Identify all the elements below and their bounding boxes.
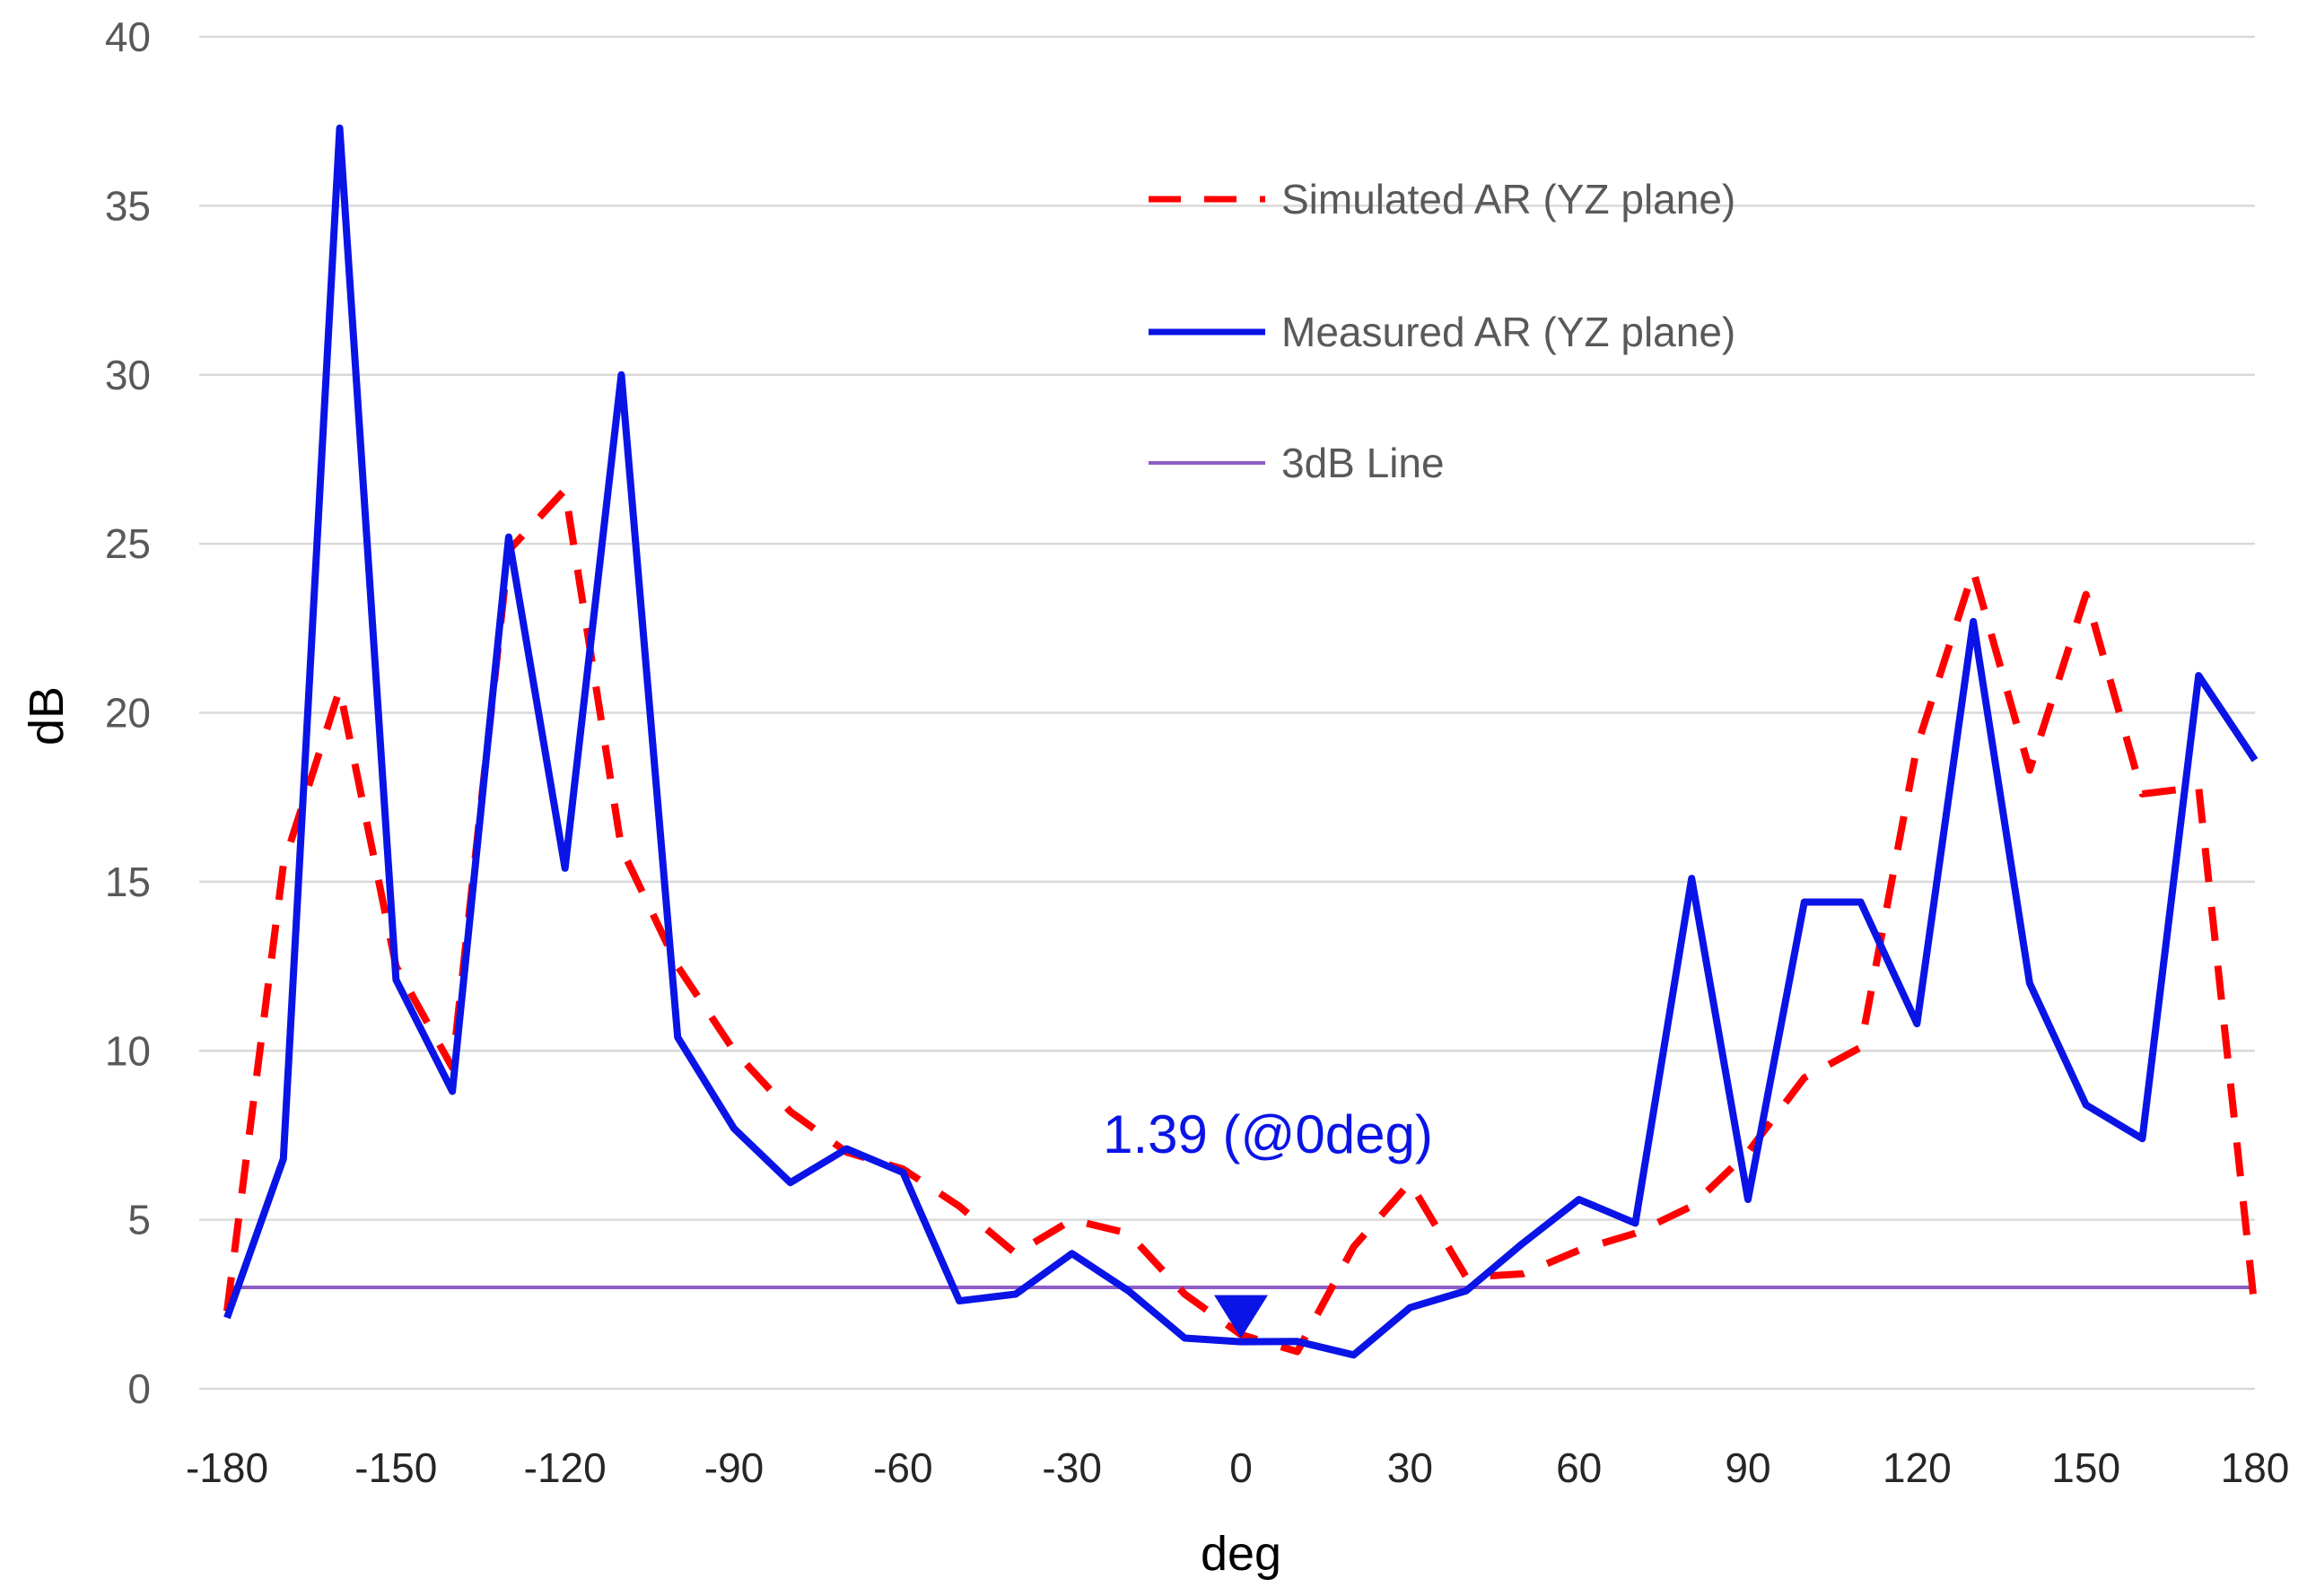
y-tick-label: 10 bbox=[105, 1027, 151, 1074]
legend-label-measured: Measured AR (YZ plane) bbox=[1281, 309, 1735, 355]
x-tick-label: -90 bbox=[704, 1444, 764, 1491]
x-tick-label: 120 bbox=[1883, 1444, 1952, 1491]
x-tick-label: -30 bbox=[1042, 1444, 1101, 1491]
x-axis-ticks: -180 -150 -120 -90 -60 -30 0 30 60 90 120 150 180 bbox=[186, 1444, 2289, 1491]
series-layer bbox=[223, 124, 2259, 1359]
series-line-simulated bbox=[223, 485, 2259, 1356]
legend: Simulated AR (YZ plane) Measured AR (YZ … bbox=[1149, 176, 1735, 486]
y-tick-label: 20 bbox=[105, 690, 151, 737]
y-tick-label: 5 bbox=[127, 1197, 151, 1243]
legend-label-3db: 3dB Line bbox=[1281, 440, 1445, 486]
y-tick-label: 35 bbox=[105, 182, 151, 229]
x-tick-label: -60 bbox=[873, 1444, 932, 1491]
x-tick-label: 90 bbox=[1725, 1444, 1770, 1491]
x-tick-label: -150 bbox=[354, 1444, 437, 1491]
x-tick-label: 60 bbox=[1556, 1444, 1602, 1491]
y-tick-label: 40 bbox=[105, 13, 151, 60]
y-axis-ticks: 0 5 10 15 20 25 30 35 40 bbox=[105, 13, 151, 1412]
x-axis-label: deg bbox=[1201, 1527, 1281, 1581]
x-tick-label: 180 bbox=[2221, 1444, 2290, 1491]
x-tick-label: -180 bbox=[186, 1444, 268, 1491]
annotation-label: 1.39 (@0deg) bbox=[1103, 1104, 1433, 1164]
annotation-layer: 1.39 (@0deg) bbox=[1103, 1104, 1433, 1339]
y-tick-label: 15 bbox=[105, 859, 151, 905]
y-tick-label: 25 bbox=[105, 520, 151, 567]
x-tick-label: 0 bbox=[1229, 1444, 1253, 1491]
x-tick-label: 150 bbox=[2051, 1444, 2120, 1491]
x-tick-label: 30 bbox=[1387, 1444, 1433, 1491]
y-axis-label: dB bbox=[20, 686, 74, 746]
y-tick-label: 0 bbox=[127, 1365, 151, 1412]
grid-lines bbox=[199, 35, 2255, 1391]
legend-label-simulated: Simulated AR (YZ plane) bbox=[1281, 176, 1735, 222]
annotation-marker-triangle bbox=[1214, 1295, 1268, 1339]
x-tick-label: -120 bbox=[524, 1444, 607, 1491]
y-tick-label: 30 bbox=[105, 352, 151, 398]
series-line-measured bbox=[223, 124, 2259, 1359]
